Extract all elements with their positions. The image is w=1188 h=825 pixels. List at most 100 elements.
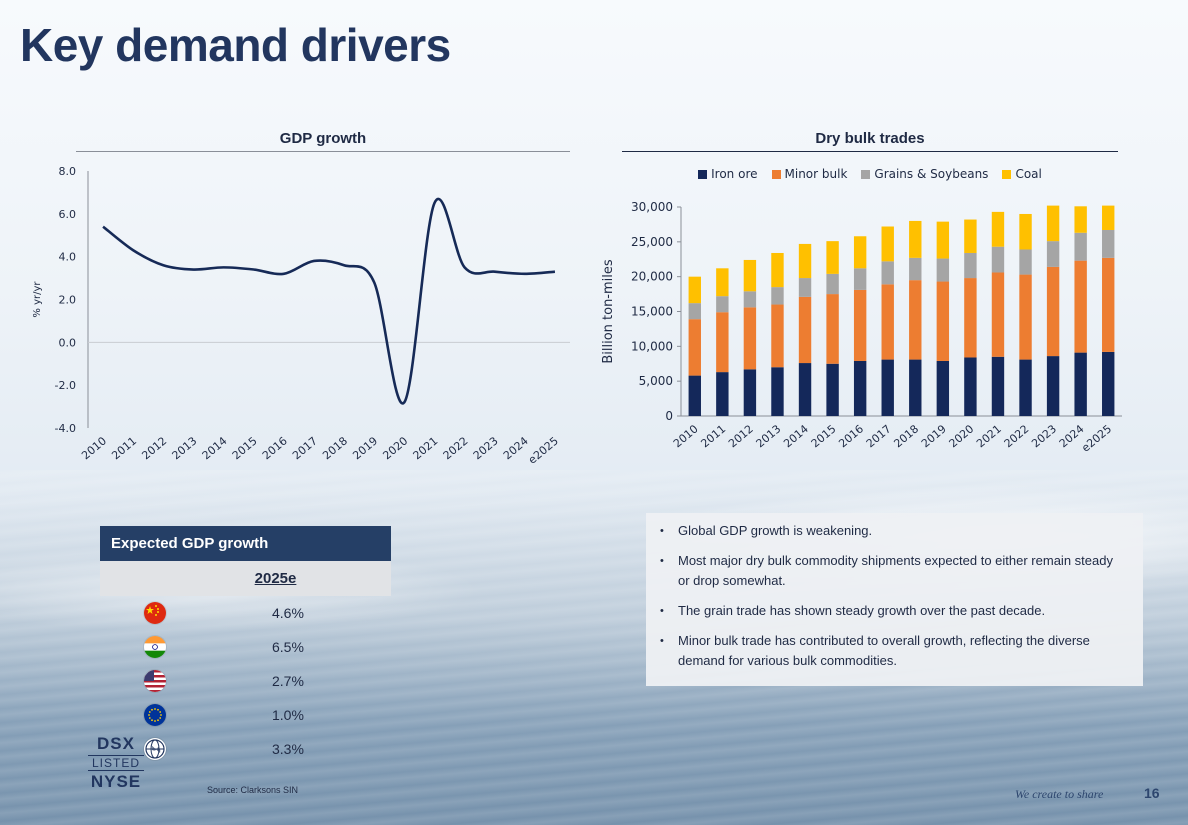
bar-iron-ore — [1074, 352, 1087, 416]
bar-minor-bulk — [909, 280, 922, 360]
table-row: 6.5% — [100, 630, 391, 664]
globe-icon — [144, 738, 166, 760]
bulk-x-tick-label: 2019 — [919, 422, 949, 450]
legend-item: Minor bulk — [771, 167, 847, 181]
bulk-y-axis-label: Billion ton-miles — [601, 259, 616, 364]
bar-minor-bulk — [964, 278, 977, 358]
legend-label: Coal — [1015, 167, 1042, 181]
gdp-value-india: 6.5% — [272, 639, 304, 655]
bulk-y-tick-label: 10,000 — [631, 339, 673, 353]
gdp-table-column-header: 2025e — [100, 561, 391, 596]
bar-coal — [771, 252, 784, 288]
legend-item: Iron ore — [698, 167, 758, 181]
bulk-chart-title-rule — [622, 151, 1118, 152]
legend-label: Iron ore — [711, 167, 758, 181]
bar-coal — [1046, 205, 1060, 242]
bar-minor-bulk — [1019, 274, 1032, 360]
legend-item: Grains & Soybeans — [861, 167, 988, 181]
bulk-chart-title: Dry bulk trades — [815, 130, 925, 147]
bar-coal — [1102, 205, 1115, 230]
legend-item: Coal — [1002, 167, 1042, 181]
bar-iron-ore — [1046, 356, 1060, 416]
bar-minor-bulk — [743, 307, 757, 370]
bullet-point: The grain trade has shown steady growth … — [656, 601, 1121, 621]
logo-nyse-text: NYSE — [90, 772, 142, 791]
bar-iron-ore — [881, 359, 894, 416]
bar-minor-bulk — [936, 281, 950, 361]
gdp-y-tick-label: -4.0 — [55, 422, 76, 435]
bulk-x-tick-label: 2023 — [1029, 422, 1059, 450]
dsx-nyse-logo: DSX LISTED NYSE — [88, 734, 144, 792]
eu-flag-icon — [144, 704, 166, 726]
bulk-x-tick-label: 2022 — [1002, 422, 1032, 450]
bar-coal — [909, 220, 922, 258]
bar-minor-bulk — [1074, 260, 1087, 353]
bulk-x-tick-label: 2018 — [891, 422, 921, 450]
bar-grains-soybeans — [964, 252, 977, 279]
gdp-y-tick-label: -2.0 — [55, 379, 76, 392]
bar-iron-ore — [771, 367, 784, 416]
gdp-y-tick-label: 8.0 — [59, 165, 77, 178]
bar-grains-soybeans — [881, 261, 894, 285]
bulk-x-tick-label: 2014 — [781, 422, 811, 450]
bar-iron-ore — [964, 357, 977, 416]
table-row: 3.3% — [100, 732, 391, 766]
bulk-y-tick-label: 20,000 — [631, 270, 673, 284]
bar-coal — [798, 243, 812, 279]
gdp-chart-title: GDP growth — [279, 130, 367, 147]
gdp-growth-line — [102, 197, 556, 405]
bar-iron-ore — [826, 363, 839, 416]
bar-grains-soybeans — [688, 303, 701, 320]
bar-coal — [936, 221, 950, 259]
gdp-value-usa: 2.7% — [272, 673, 304, 689]
bar-grains-soybeans — [909, 257, 922, 281]
legend-swatch — [861, 169, 871, 179]
bulk-x-tick-label: 2010 — [671, 422, 701, 450]
bar-iron-ore — [798, 363, 812, 416]
bar-grains-soybeans — [798, 278, 812, 297]
legend-label: Grains & Soybeans — [874, 167, 989, 181]
bar-iron-ore — [909, 359, 922, 416]
bulk-y-tick-label: 30,000 — [631, 200, 673, 214]
bar-iron-ore — [853, 360, 867, 416]
china-flag-icon — [144, 602, 166, 624]
bulk-x-tick-label: 2020 — [947, 422, 977, 450]
logo-listed-text: LISTED — [88, 755, 144, 771]
bar-minor-bulk — [688, 319, 701, 376]
expected-gdp-table: Expected GDP growth 2025e 4.6% 6.5% 2.7%… — [100, 526, 391, 766]
bulk-x-tick-label: 2017 — [864, 422, 894, 450]
gdp-value-world: 3.3% — [272, 741, 304, 757]
source-note: Source: Clarksons SIN — [207, 785, 299, 795]
bar-iron-ore — [743, 369, 757, 416]
gdp-value-china: 4.6% — [272, 605, 304, 621]
gdp-y-tick-label: 2.0 — [59, 294, 77, 307]
bar-coal — [853, 236, 867, 269]
bar-minor-bulk — [1046, 266, 1060, 357]
bar-grains-soybeans — [716, 296, 729, 313]
bar-coal — [1074, 206, 1087, 233]
gdp-y-tick-label: 6.0 — [59, 208, 77, 221]
bar-coal — [688, 276, 701, 304]
bar-grains-soybeans — [771, 287, 784, 305]
bar-grains-soybeans — [743, 291, 757, 308]
bar-iron-ore — [688, 375, 701, 416]
bar-minor-bulk — [1102, 257, 1115, 352]
table-row: 2.7% — [100, 664, 391, 698]
india-flag-icon — [144, 636, 166, 658]
bulk-x-tick-label: 2013 — [754, 422, 784, 450]
bar-coal — [743, 259, 757, 292]
legend-swatch — [771, 169, 781, 179]
bar-minor-bulk — [853, 289, 867, 361]
bar-grains-soybeans — [853, 268, 867, 290]
bulk-y-tick-label: 5,000 — [639, 374, 673, 388]
bulk-y-tick-label: 0 — [665, 409, 673, 423]
bar-iron-ore — [1102, 351, 1115, 416]
gdp-table-column-label: 2025e — [254, 570, 297, 587]
page-title: Key demand drivers — [20, 19, 451, 71]
bar-grains-soybeans — [1102, 229, 1115, 258]
bar-grains-soybeans — [1019, 249, 1032, 275]
bar-coal — [964, 219, 977, 253]
bar-coal — [1019, 213, 1032, 250]
